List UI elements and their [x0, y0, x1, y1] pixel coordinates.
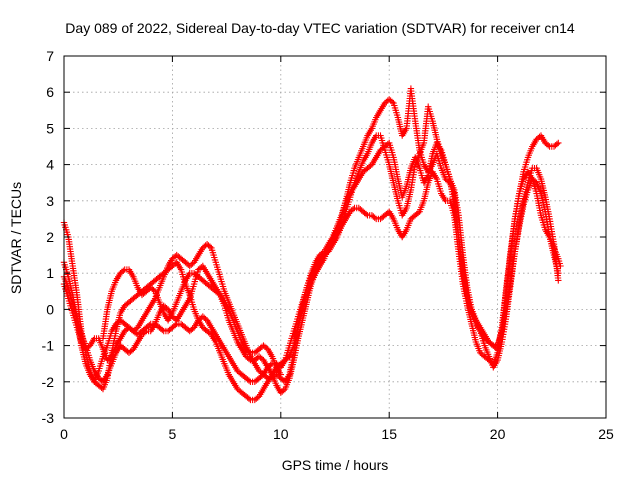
y-axis-label: SDTVAR / TECUs — [8, 181, 24, 295]
axis-ticks: 0 5 10 15 20 25 -3 -2 -1 0 1 2 3 4 5 6 7 — [42, 48, 614, 442]
x-tick-label: 5 — [169, 426, 177, 442]
data-point-markers — [99, 266, 284, 378]
y-tick-label: 1 — [46, 265, 54, 281]
x-tick-label: 20 — [490, 426, 506, 442]
y-tick-label: 6 — [46, 84, 54, 100]
data-series — [60, 85, 564, 404]
y-tick-label: 3 — [46, 193, 54, 209]
x-axis-label: GPS time / hours — [281, 457, 389, 473]
y-tick-label: 4 — [46, 157, 54, 173]
y-tick-label: 2 — [46, 229, 54, 245]
y-tick-label: 0 — [46, 301, 54, 317]
grid-lines — [64, 56, 606, 418]
x-tick-label: 0 — [60, 426, 68, 442]
y-tick-label: 7 — [46, 48, 54, 64]
series-track-5 — [99, 266, 284, 378]
x-tick-label: 15 — [381, 426, 397, 442]
chart-title: Day 089 of 2022, Sidereal Day-to-day VTE… — [65, 20, 575, 36]
x-tick-label: 25 — [598, 426, 614, 442]
y-tick-label: -1 — [42, 338, 55, 354]
x-tick-label: 10 — [273, 426, 289, 442]
y-tick-label: -3 — [42, 410, 55, 426]
y-tick-label: -2 — [42, 374, 55, 390]
y-tick-label: 5 — [46, 120, 54, 136]
